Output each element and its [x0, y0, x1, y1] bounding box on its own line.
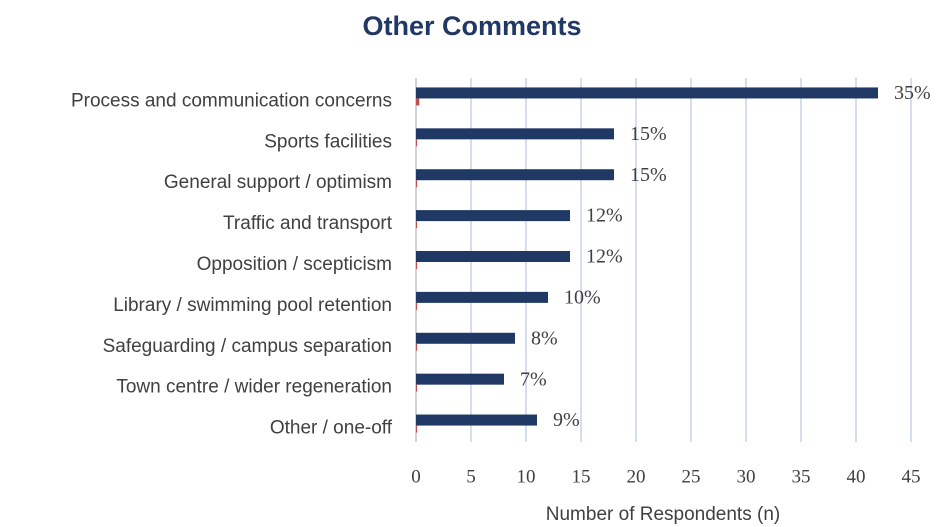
bar [416, 384, 418, 392]
bar [416, 343, 418, 351]
x-tick-label: 15 [572, 466, 591, 487]
y-tick-label: Process and communication concerns [71, 90, 392, 111]
x-tick-label: 10 [517, 466, 536, 487]
bar [416, 98, 420, 106]
bar [416, 128, 614, 140]
bar [416, 373, 504, 385]
x-tick-label: 5 [466, 466, 476, 487]
x-tick-label: 35 [792, 466, 811, 487]
bar [416, 414, 537, 426]
y-tick-label: Traffic and transport [223, 213, 393, 234]
bar [416, 291, 548, 303]
bar [416, 332, 515, 344]
bar [416, 180, 418, 188]
bar [416, 221, 418, 229]
y-tick-label: General support / optimism [164, 172, 392, 193]
x-tick-label: 0 [411, 466, 421, 487]
y-tick-label: Library / swimming pool retention [113, 295, 392, 316]
bar [416, 262, 418, 269]
data-label: 9% [553, 409, 580, 431]
x-tick-label: 25 [682, 466, 701, 487]
bar [416, 87, 878, 99]
data-label: 10% [564, 286, 601, 308]
bar [416, 169, 614, 181]
x-tick-label: 30 [737, 466, 756, 487]
data-label: 12% [586, 205, 623, 227]
bar [416, 251, 570, 262]
data-label: 15% [630, 164, 667, 186]
y-tick-label: Other / one-off [270, 418, 393, 439]
y-tick-label: Safeguarding / campus separation [103, 336, 392, 357]
y-tick-label: Opposition / scepticism [197, 254, 392, 275]
data-label: 15% [630, 123, 667, 145]
bar [416, 425, 418, 433]
y-tick-label: Town centre / wider regeneration [116, 377, 392, 398]
bar [416, 210, 570, 222]
x-tick-label: 20 [627, 466, 646, 487]
data-label: 7% [520, 368, 547, 390]
y-tick-label: Sports facilities [264, 131, 392, 152]
chart-title: Other Comments [362, 11, 581, 41]
x-axis-title: Number of Respondents (n) [546, 504, 780, 525]
data-label: 35% [894, 82, 931, 104]
data-label: 8% [531, 327, 558, 349]
x-tick-label: 40 [847, 466, 866, 487]
bar [416, 302, 418, 310]
data-label: 12% [586, 246, 623, 268]
bar [416, 139, 418, 147]
x-tick-label: 45 [902, 466, 921, 487]
